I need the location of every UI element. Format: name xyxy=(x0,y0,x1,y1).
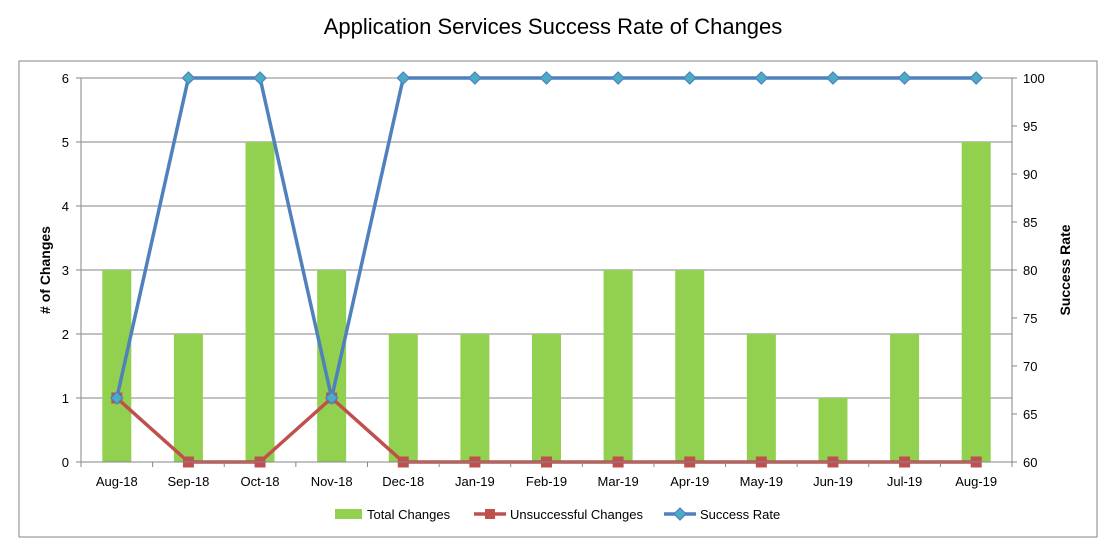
success-rate-point xyxy=(826,71,840,85)
bar xyxy=(818,398,848,462)
success-rate-point xyxy=(969,71,984,85)
legend-marker-diamond xyxy=(673,507,687,521)
success-rate-point xyxy=(754,71,769,85)
bar xyxy=(173,334,203,462)
y2-tick-label: 90 xyxy=(1023,167,1037,182)
legend: Total Changes Unsuccessful Changes Success… xyxy=(335,507,780,522)
y-tick-label: 3 xyxy=(62,263,69,278)
y-tick-label: 5 xyxy=(62,135,69,150)
x-tick-label: Dec-18 xyxy=(382,474,424,489)
x-tick-label: Jul-19 xyxy=(887,474,922,489)
y2-tick-label: 85 xyxy=(1023,215,1037,230)
bar xyxy=(961,142,991,462)
success-rate-point xyxy=(109,391,124,405)
bar xyxy=(603,270,633,462)
y2-tick-label: 100 xyxy=(1023,71,1045,86)
success-rate-point xyxy=(539,71,554,85)
bar-series xyxy=(102,142,991,462)
x-tick-label: Oct-18 xyxy=(241,474,280,489)
chart-title: Application Services Success Rate of Cha… xyxy=(324,14,783,39)
bar xyxy=(317,270,347,462)
success-rate-point xyxy=(253,71,267,85)
x-tick-label: Feb-19 xyxy=(526,474,567,489)
success-rate-point xyxy=(897,71,912,85)
y2-tick-label: 60 xyxy=(1023,455,1037,470)
x-tick-label: Aug-18 xyxy=(96,474,138,489)
bar xyxy=(746,334,776,462)
legend-marker-square xyxy=(485,509,495,519)
y2-axis-label: Success Rate xyxy=(1057,224,1073,315)
bar xyxy=(675,270,705,462)
chart-frame xyxy=(18,60,1098,538)
x-tick-label: May-19 xyxy=(740,474,783,489)
success-rate-point xyxy=(468,71,482,85)
bar xyxy=(460,334,490,462)
success-rate-point xyxy=(611,71,625,85)
legend-label: Success Rate xyxy=(700,507,780,522)
axes: 0 1 2 3 4 5 6 60 65 70 75 80 85 90 95 100 Aug-18 Sep-18 Oc… xyxy=(62,71,1045,489)
y2-tick-label: 65 xyxy=(1023,407,1037,422)
success-rate-point xyxy=(682,71,697,85)
legend-label: Total Changes xyxy=(367,507,451,522)
x-tick-label: Apr-19 xyxy=(670,474,709,489)
y2-tick-label: 95 xyxy=(1023,119,1037,134)
x-tick-label: Jun-19 xyxy=(813,474,853,489)
y-tick-label: 2 xyxy=(62,327,69,342)
x-tick-label: Jan-19 xyxy=(455,474,495,489)
y-axis-label: # of Changes xyxy=(37,226,53,314)
legend-swatch-total-changes xyxy=(335,509,362,519)
success-rate-point xyxy=(181,71,196,85)
x-tick-label: Sep-18 xyxy=(167,474,209,489)
bar xyxy=(532,334,561,462)
bar xyxy=(890,334,920,462)
y2-tick-label: 70 xyxy=(1023,359,1037,374)
x-tick-label: Mar-19 xyxy=(598,474,639,489)
legend-label: Unsuccessful Changes xyxy=(510,507,643,522)
y2-tick-label: 75 xyxy=(1023,311,1037,326)
success-rate-point xyxy=(324,391,339,405)
x-tick-label: Aug-19 xyxy=(955,474,997,489)
x-tick-label: Nov-18 xyxy=(311,474,353,489)
bar xyxy=(245,142,275,462)
y-tick-label: 0 xyxy=(62,455,69,470)
y-tick-label: 6 xyxy=(62,71,69,86)
y2-tick-label: 80 xyxy=(1023,263,1037,278)
y-tick-label: 4 xyxy=(62,199,69,214)
y-tick-label: 1 xyxy=(62,391,69,406)
success-rate-point xyxy=(396,71,411,85)
bar xyxy=(102,270,132,462)
bar xyxy=(388,334,418,462)
